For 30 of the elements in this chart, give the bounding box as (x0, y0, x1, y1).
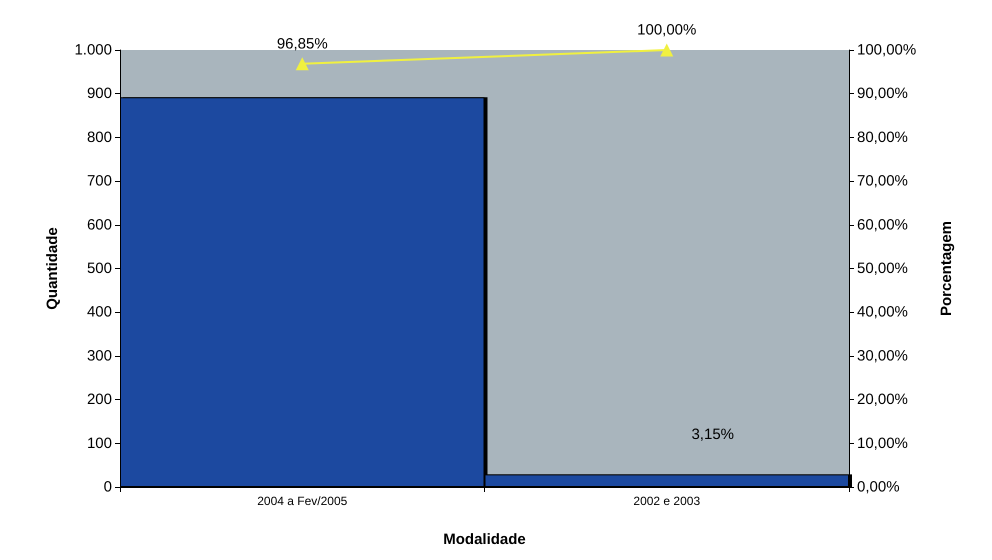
annotation: 3,15% (691, 426, 734, 443)
y2-tick-label: 20,00% (857, 391, 908, 408)
y2-tick-label: 50,00% (857, 260, 908, 277)
y-tick-label: 400 (86, 304, 112, 321)
y2-tick-label: 90,00% (857, 85, 908, 102)
y2-axis-title: Porcentagem (938, 220, 955, 316)
y-tick-label: 300 (86, 347, 112, 364)
y2-tick-label: 0,00% (857, 478, 900, 496)
y2-tick-label: 40,00% (857, 304, 908, 321)
y-tick-label: 0 (104, 478, 112, 496)
x-axis-title: Modalidade (443, 531, 526, 548)
y2-tick-label: 80,00% (857, 128, 908, 146)
y-axis-title: Quantidade (44, 227, 61, 310)
data-label: 100,00% (637, 22, 696, 38)
y-tick-label: 200 (86, 391, 112, 408)
y2-tick-label: 10,00% (857, 434, 908, 452)
y-tick-label: 1.000 (74, 42, 112, 58)
y2-tick-label: 70,00% (857, 172, 908, 190)
x-tick-label: 2004 a Fev/2005 (257, 494, 348, 508)
y-tick-label: 500 (86, 260, 112, 277)
y-tick-label: 700 (86, 172, 112, 190)
x-tick-label: 2002 e 2003 (633, 494, 700, 508)
y2-tick-label: 60,00% (857, 216, 908, 234)
y-tick-label: 100 (86, 434, 112, 452)
y2-tick-label: 30,00% (857, 347, 908, 364)
y-tick-label: 800 (86, 128, 112, 146)
data-label: 96,85% (276, 35, 328, 52)
y-tick-label: 600 (86, 216, 112, 234)
y2-tick-label: 100,00% (857, 42, 916, 58)
y-tick-label: 900 (86, 85, 112, 102)
